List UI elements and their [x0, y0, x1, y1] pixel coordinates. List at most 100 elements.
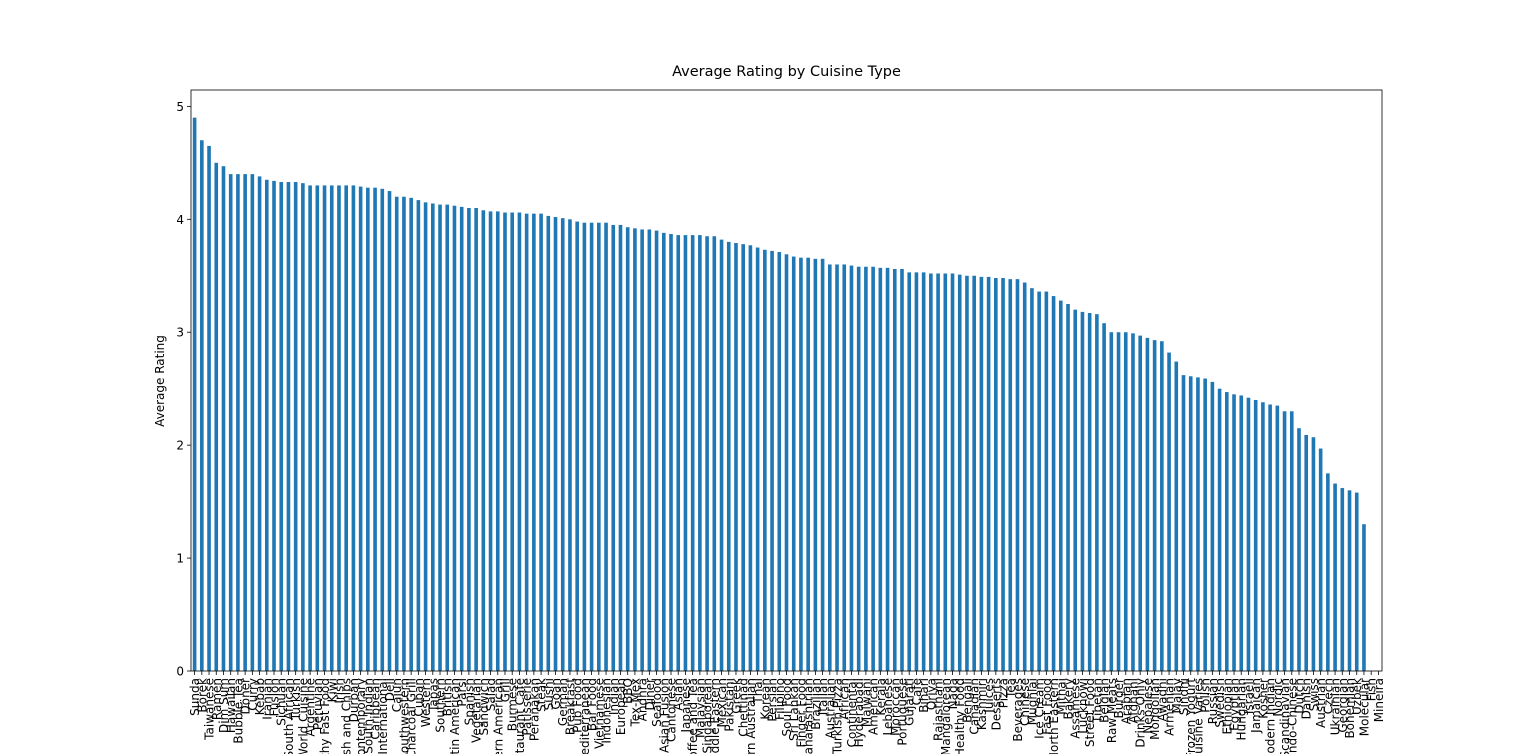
x-tick-label: Western	[419, 678, 433, 727]
x-tick-label: Malwani	[859, 678, 873, 727]
x-tick-label: Iranian	[260, 678, 274, 720]
x-tick-label: Indonesian	[600, 678, 614, 744]
bar	[568, 219, 572, 671]
bar	[957, 274, 962, 671]
bar	[1160, 341, 1164, 671]
x-tick-label: Taiwanese	[203, 678, 217, 741]
bar	[243, 174, 247, 671]
x-tick-label: Ice Cream	[1033, 678, 1047, 739]
bar	[394, 196, 399, 671]
x-tick-label: Sri Lankan	[787, 678, 801, 741]
bar	[921, 272, 926, 671]
bar	[1268, 404, 1272, 671]
bar	[871, 266, 875, 671]
x-tick-label: Tibetan	[1090, 678, 1104, 724]
bar	[1340, 488, 1345, 671]
bar	[1289, 411, 1294, 671]
bar	[402, 196, 406, 671]
bar	[654, 230, 659, 671]
bar	[611, 224, 616, 672]
x-tick-label: Seafood	[650, 678, 664, 727]
bar	[885, 267, 890, 671]
x-tick-label: Indian	[607, 678, 621, 715]
x-tick-label: Moroccan	[888, 678, 902, 736]
x-tick-label: Malaysian	[693, 678, 707, 738]
x-tick-label: Irish	[332, 678, 346, 704]
bar	[1044, 291, 1049, 671]
y-tick-label: 4	[176, 213, 184, 227]
bar	[748, 245, 753, 672]
x-tick-label: Kerala	[874, 678, 888, 716]
x-tick-label: Argentine	[304, 678, 318, 737]
x-tick-label: Healthy Food	[953, 678, 967, 754]
x-tick-label: Bihari	[917, 678, 931, 713]
bar	[763, 249, 767, 671]
bar	[936, 273, 940, 671]
x-tick-label: Vegetarian	[470, 678, 484, 743]
x-tick-label: Ethiopian	[1220, 678, 1234, 734]
bar	[1181, 375, 1186, 671]
bar	[972, 275, 976, 671]
y-tick-label: 1	[176, 552, 184, 566]
bar	[1297, 428, 1301, 671]
x-tick-label: Beverages	[1011, 678, 1025, 742]
x-tick-label: Bakery	[1062, 678, 1076, 720]
x-tick-label: Kashmiri	[975, 678, 989, 730]
x-tick-label: American	[867, 678, 881, 735]
bar	[943, 273, 948, 671]
bar	[661, 232, 666, 671]
x-tick-label: Southwestern	[397, 678, 411, 754]
x-tick-label: Italian	[816, 678, 830, 715]
x-tick-label: Arabian	[1119, 678, 1133, 724]
bar	[842, 264, 847, 671]
bar	[445, 204, 450, 671]
x-tick-label: Pakistani	[722, 678, 736, 732]
bar	[1073, 309, 1078, 671]
x-tick-label: Rajasthani	[932, 678, 946, 741]
bar	[200, 140, 204, 671]
x-tick-label: Singaporean	[701, 678, 715, 754]
bar	[1188, 376, 1193, 671]
bar	[633, 228, 637, 672]
x-tick-label: Sushi	[542, 678, 556, 710]
x-tick-label: Peranakan	[527, 678, 541, 741]
x-tick-label: Juices	[982, 678, 996, 714]
x-tick-label: Malay	[1170, 678, 1184, 714]
x-tick-label: Afghani	[1126, 678, 1140, 724]
bar	[690, 235, 695, 672]
x-tick-label: Nepalese	[1141, 678, 1155, 734]
bar	[1066, 303, 1070, 671]
x-tick-label: Uzbek	[1350, 678, 1364, 715]
bar	[293, 182, 298, 672]
x-tick-label: Modern American	[491, 678, 505, 754]
bar	[618, 224, 623, 672]
x-tick-label: Scandinavian	[1278, 678, 1292, 754]
bar	[1174, 361, 1179, 671]
x-tick-label: Dutch	[1292, 678, 1306, 714]
bar	[207, 145, 211, 672]
x-tick-label: Breakfast	[563, 678, 577, 735]
bar	[308, 185, 312, 672]
x-tick-label: Desserts	[989, 678, 1003, 730]
x-tick-label: Australian	[823, 678, 837, 739]
x-tick-label: Cuban	[412, 678, 426, 717]
bar	[597, 222, 601, 671]
x-tick-label: Fish	[1365, 678, 1379, 701]
bar	[221, 166, 226, 671]
x-tick-label: Middle Eastern	[708, 678, 722, 754]
bar	[286, 182, 291, 672]
x-tick-label: Sunda	[188, 678, 202, 716]
bar	[488, 211, 493, 671]
x-tick-label: Czech	[1321, 678, 1335, 714]
x-tick-label: Coffee and Tea	[686, 678, 700, 754]
bar	[1246, 397, 1251, 671]
x-tick-label: Armenian	[1163, 678, 1177, 736]
bar	[1008, 279, 1013, 671]
bar	[604, 222, 608, 671]
x-tick-label: Asian Fusion	[657, 678, 671, 753]
x-tick-label: Turkish Pizza	[831, 678, 845, 754]
x-tick-label: World Cuisine	[296, 678, 310, 754]
x-tick-label: Bubble Tea	[231, 678, 245, 744]
